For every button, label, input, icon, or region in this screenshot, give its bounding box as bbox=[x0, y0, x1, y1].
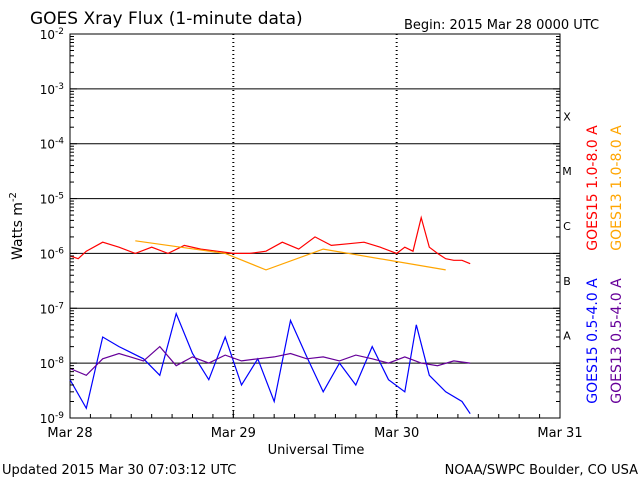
y-axis-ticks: 10-9 10-8 10-7 10-6 10-5 10-4 10-3 10-2 bbox=[40, 27, 560, 426]
x-tick-label: Mar 28 bbox=[47, 426, 92, 441]
y-axis-label: Watts m-2 bbox=[8, 192, 26, 260]
flare-class-label: A bbox=[563, 330, 571, 343]
legend-entry: GOES13 0.5-4.0 A bbox=[609, 278, 625, 404]
flare-class-label: M bbox=[562, 165, 572, 178]
x-axis-ticks: Mar 28 Mar 29 Mar 30 Mar 31 bbox=[47, 410, 583, 441]
legend-entry: GOES15 1.0-8.0 A bbox=[585, 125, 601, 251]
x-tick-label: Mar 29 bbox=[211, 426, 256, 441]
y-tick-label: 10-9 bbox=[40, 411, 65, 426]
legend-entry: GOES15 0.5-4.0 A bbox=[585, 278, 601, 404]
flare-class-labels: A B C M X bbox=[562, 110, 572, 342]
x-tick-label: Mar 30 bbox=[374, 426, 419, 441]
updated-timestamp: Updated 2015 Mar 30 07:03:12 UTC bbox=[2, 463, 236, 478]
y-tick-label: 10-3 bbox=[40, 82, 64, 97]
y-tick-label: 10-2 bbox=[40, 27, 64, 42]
flare-class-label: C bbox=[563, 220, 571, 233]
series-group bbox=[69, 215, 471, 415]
flare-class-label: X bbox=[563, 110, 571, 123]
series-line-2 bbox=[135, 240, 446, 271]
begin-label: Begin: 2015 Mar 28 0000 UTC bbox=[404, 18, 599, 33]
y-tick-label: 10-6 bbox=[40, 246, 65, 261]
flare-class-label: B bbox=[563, 275, 571, 288]
plot-grid bbox=[70, 34, 560, 418]
credit-label: NOAA/SWPC Boulder, CO USA bbox=[445, 463, 638, 478]
series-line-3 bbox=[69, 311, 471, 415]
series-line-1 bbox=[69, 215, 471, 265]
legend-entry: GOES13 1.0-8.0 A bbox=[609, 125, 625, 251]
chart-title: GOES Xray Flux (1-minute data) bbox=[30, 9, 303, 29]
y-tick-label: 10-4 bbox=[40, 137, 65, 152]
legend: GOES15 1.0-8.0 A GOES13 1.0-8.0 A GOES15 0… bbox=[585, 125, 625, 404]
y-tick-label: 10-5 bbox=[40, 192, 64, 207]
y-tick-label: 10-8 bbox=[40, 356, 65, 371]
x-tick-label: Mar 31 bbox=[537, 426, 582, 441]
x-axis-label: Universal Time bbox=[268, 443, 365, 458]
y-tick-label: 10-7 bbox=[40, 301, 64, 316]
series-line-4 bbox=[69, 345, 471, 377]
